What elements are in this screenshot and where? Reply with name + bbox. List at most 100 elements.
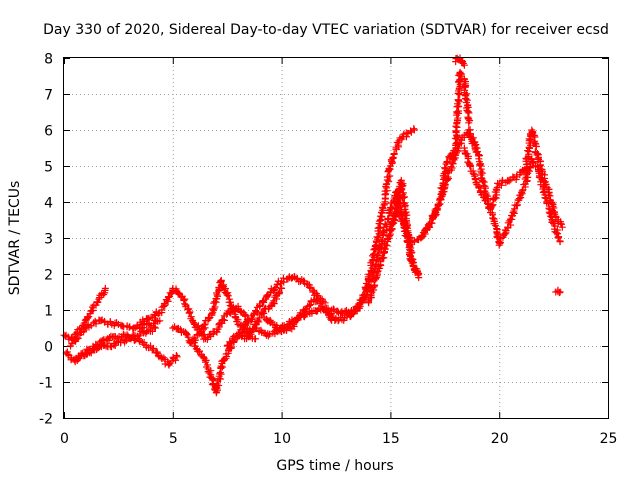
data-point bbox=[399, 182, 407, 190]
y-tick-label: -1 bbox=[39, 376, 53, 392]
data-point bbox=[201, 320, 209, 328]
data-point bbox=[227, 309, 235, 317]
y-tick-label: 6 bbox=[44, 124, 53, 140]
data-point bbox=[64, 350, 72, 358]
data-point bbox=[172, 351, 180, 359]
data-point bbox=[390, 150, 398, 158]
data-point bbox=[475, 184, 483, 192]
data-point bbox=[208, 310, 216, 318]
data-point bbox=[215, 382, 223, 390]
data-point bbox=[274, 290, 282, 298]
data-point bbox=[266, 316, 274, 324]
y-axis-label: SDTVAR / TECUs bbox=[7, 181, 23, 296]
data-point bbox=[224, 292, 232, 300]
data-point bbox=[545, 191, 553, 199]
data-point bbox=[406, 234, 414, 242]
data-point bbox=[552, 229, 560, 237]
data-point bbox=[255, 314, 263, 322]
data-point bbox=[496, 240, 504, 248]
grid bbox=[64, 58, 608, 418]
data-point bbox=[385, 177, 393, 185]
data-point bbox=[480, 193, 488, 201]
data-point bbox=[95, 295, 103, 303]
data-point bbox=[523, 160, 531, 168]
data-point bbox=[173, 353, 181, 361]
data-point bbox=[200, 321, 208, 329]
x-tick-label: 5 bbox=[169, 431, 178, 447]
x-tick-label: 10 bbox=[273, 431, 291, 447]
data-point bbox=[513, 201, 521, 209]
data-point bbox=[509, 208, 517, 216]
data-point bbox=[80, 328, 88, 336]
series-track-s bbox=[552, 286, 564, 297]
data-point bbox=[154, 310, 162, 318]
x-axis-label: GPS time / hours bbox=[276, 458, 393, 474]
data-point bbox=[373, 251, 381, 259]
series-track-o bbox=[417, 68, 474, 242]
x-tick-label: 20 bbox=[491, 431, 509, 447]
data-point bbox=[161, 301, 169, 309]
data-point bbox=[96, 338, 104, 346]
data-point bbox=[376, 258, 384, 266]
data-point bbox=[293, 274, 301, 282]
data-point bbox=[533, 150, 541, 158]
data-point bbox=[542, 180, 550, 188]
x-tick-label: 0 bbox=[60, 431, 69, 447]
data-point bbox=[473, 148, 481, 156]
data-point bbox=[415, 274, 423, 282]
data-point bbox=[469, 169, 477, 177]
data-point bbox=[549, 200, 557, 208]
data-point bbox=[441, 164, 449, 172]
data-point bbox=[239, 326, 247, 334]
data-points bbox=[60, 54, 566, 397]
data-point bbox=[111, 341, 119, 349]
data-point bbox=[452, 139, 460, 147]
data-point bbox=[203, 361, 211, 369]
data-point bbox=[199, 353, 207, 361]
data-point bbox=[476, 161, 484, 169]
y-tick-label: 5 bbox=[44, 160, 53, 176]
x-tick-label: 25 bbox=[600, 431, 618, 447]
data-point bbox=[214, 292, 222, 300]
data-point bbox=[217, 277, 225, 285]
data-point bbox=[94, 343, 102, 351]
series-track-r bbox=[460, 126, 566, 231]
y-tick-label: 7 bbox=[44, 88, 53, 104]
data-point bbox=[465, 109, 473, 117]
data-point bbox=[408, 248, 416, 256]
data-point bbox=[385, 209, 393, 217]
data-point bbox=[186, 308, 194, 316]
y-tick-label: 8 bbox=[44, 52, 53, 68]
data-point bbox=[276, 288, 284, 296]
y-tick-label: -2 bbox=[39, 412, 53, 428]
data-point bbox=[180, 296, 188, 304]
data-point bbox=[290, 318, 298, 326]
data-point bbox=[398, 186, 406, 194]
data-point bbox=[380, 201, 388, 209]
data-point bbox=[409, 255, 417, 263]
data-point bbox=[556, 238, 564, 246]
data-point bbox=[437, 190, 445, 198]
data-point bbox=[184, 333, 192, 341]
data-point bbox=[382, 221, 390, 229]
data-point bbox=[386, 172, 394, 180]
data-point bbox=[556, 288, 564, 296]
plot-frame bbox=[63, 57, 609, 419]
series-track-d bbox=[71, 330, 181, 369]
data-point bbox=[419, 232, 427, 240]
data-point bbox=[518, 187, 526, 195]
data-point bbox=[252, 308, 260, 316]
data-point bbox=[462, 95, 470, 103]
data-point bbox=[219, 316, 227, 324]
data-point bbox=[306, 283, 314, 291]
data-point bbox=[101, 284, 109, 292]
data-point bbox=[286, 324, 294, 332]
data-point bbox=[441, 165, 449, 173]
data-point bbox=[558, 223, 566, 231]
data-point bbox=[434, 200, 442, 208]
data-point bbox=[278, 284, 286, 292]
data-point bbox=[99, 337, 107, 345]
data-point bbox=[493, 233, 501, 241]
y-tick-label: 1 bbox=[44, 304, 53, 320]
